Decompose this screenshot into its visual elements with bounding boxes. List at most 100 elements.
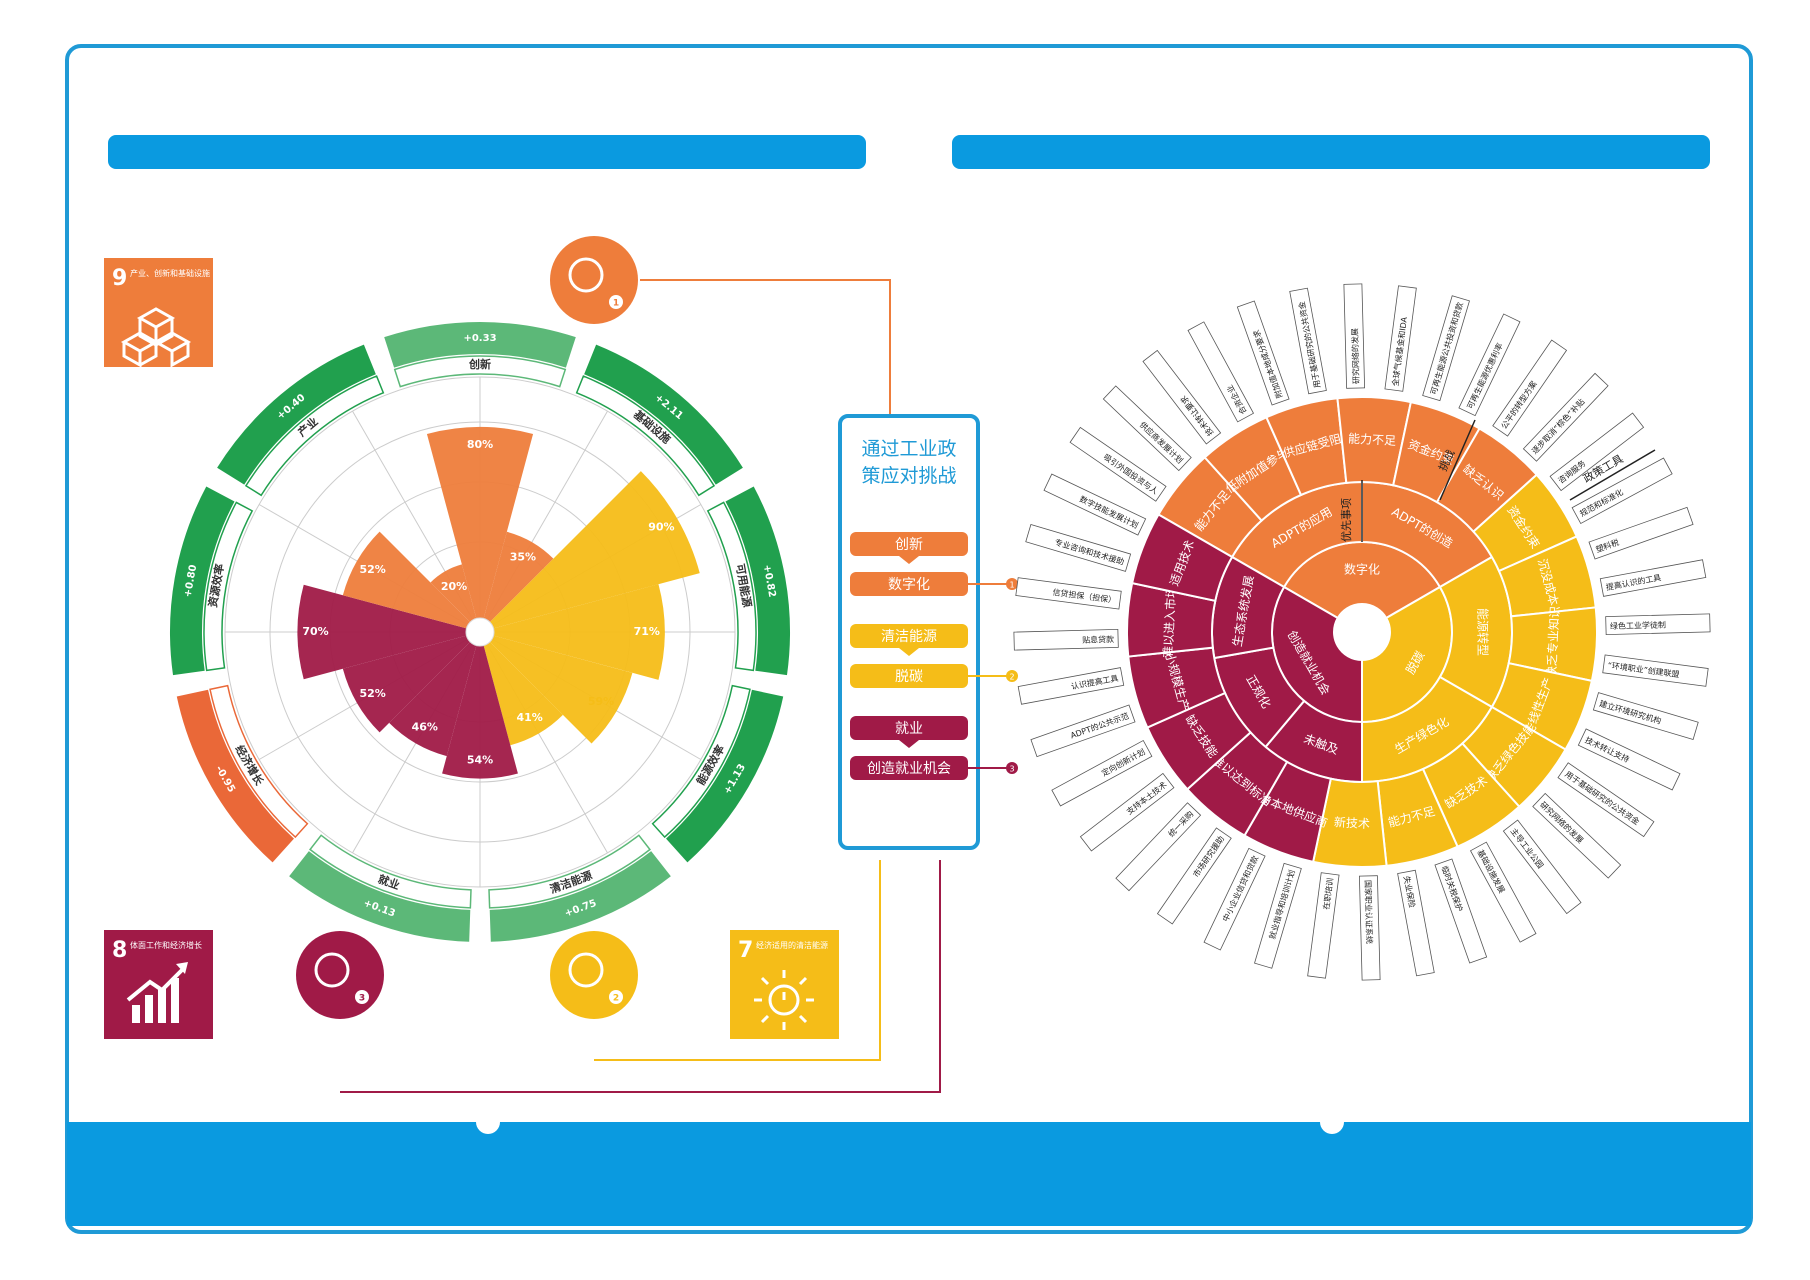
sunburst-middle-label: 能源转型 xyxy=(1476,608,1491,656)
policy-leaf-box xyxy=(1069,426,1167,502)
value-wedge xyxy=(389,632,480,757)
policy-leaf-box xyxy=(1307,872,1340,979)
policy-top-pill xyxy=(850,624,968,648)
policy-box-title-line2: 策应对挑战 xyxy=(861,465,956,487)
policy-bottom-label: 创造就业机会 xyxy=(867,761,951,777)
policy-leaf-box xyxy=(1254,862,1302,969)
policy-leaf-box xyxy=(1588,506,1694,560)
value-wedge xyxy=(480,584,665,680)
policy-top-label: 就业 xyxy=(895,721,923,737)
value-wedge xyxy=(342,531,480,632)
policy-leaf-label: 研究网络的发展 xyxy=(1350,328,1361,384)
policy-leaf-box xyxy=(1142,349,1222,445)
policy-leaf-box xyxy=(1557,762,1655,838)
sunburst-hub xyxy=(1336,606,1388,658)
policy-arrow xyxy=(899,648,919,656)
policy-leaf-box xyxy=(1025,524,1132,572)
policy-leaf-box xyxy=(1592,692,1699,740)
sdg8-title: 体面工作和经济增长 xyxy=(130,940,202,950)
wedge-value-label: 59% xyxy=(588,695,614,708)
policy-leaf-box xyxy=(1017,667,1125,705)
sun-power-icon xyxy=(754,970,814,1030)
policy-tool-arrow xyxy=(1569,449,1656,501)
policy-leaf: 国家职业认证系统 xyxy=(1358,875,1381,981)
ring-label-band xyxy=(244,375,385,497)
policy-leaf-box xyxy=(1358,875,1381,981)
wedge-value-label: 46% xyxy=(412,721,438,734)
ring-segment xyxy=(289,851,471,942)
policy-leaf-box xyxy=(1502,819,1582,915)
icon-number: 1 xyxy=(613,299,619,309)
left-radial-chart: 80% 35% 90% 71% 59% 41% 54% 46% 52% 70% 52% 20% 创新 +0… xyxy=(169,236,941,1093)
left-header-bar xyxy=(108,135,866,169)
policy-leaf-box xyxy=(1602,654,1709,687)
policy-leaf-box xyxy=(1013,628,1119,651)
policy-leaf: 信贷担保（担保） xyxy=(1015,577,1122,610)
sunburst-outer-label: 难以进入市场 xyxy=(1160,586,1179,659)
sdg9-tile: 9 产业、创新和基础设施 xyxy=(104,258,213,368)
value-wedge xyxy=(442,632,518,779)
worker-tools-icon xyxy=(296,931,384,1019)
ring-segment xyxy=(384,322,576,368)
sdg9-title: 产业、创新和基础设施 xyxy=(130,268,210,278)
policy-top-pill xyxy=(850,716,968,740)
wedge-value-label: 52% xyxy=(359,563,385,576)
policy-top-label: 清洁能源 xyxy=(881,629,937,645)
policy-leaf: 研究网络的发展 xyxy=(1343,283,1366,389)
ring-label-band xyxy=(706,501,757,672)
policy-leaf-box xyxy=(1203,847,1266,951)
policy-number-dot xyxy=(1006,578,1018,590)
wedge-value-label: 71% xyxy=(634,625,660,638)
value-wedge xyxy=(480,632,633,744)
sunburst-inner-label: 数字化 xyxy=(1344,562,1380,577)
policy-leaf-box xyxy=(1236,300,1290,406)
policy-leaf: 全球气候基金和IDA xyxy=(1384,285,1417,392)
policy-leaf: 合资企业 xyxy=(1187,321,1255,423)
challenge-arrow xyxy=(1439,419,1476,501)
policy-leaf-label: 在职培训 xyxy=(1321,877,1335,910)
policy-bottom-label: 脱碳 xyxy=(895,669,923,685)
policy-leaf-box xyxy=(1458,313,1521,417)
policy-leaf-box xyxy=(1043,473,1147,536)
cubes-icon xyxy=(120,307,192,368)
right-sunburst-chart: 数字化脱碳创造就业机会ADPT的创造ADPT的应用能源转型生产绿色化未触及正规化… xyxy=(1013,283,1711,981)
policy-number: 3 xyxy=(1009,765,1014,774)
policy-arrow xyxy=(899,556,919,564)
policy-leaf: 绿色工业学徒制 xyxy=(1605,613,1711,636)
policy-leaf-box xyxy=(1434,858,1488,964)
policy-number-dot xyxy=(1006,762,1018,774)
ring-label-band xyxy=(203,501,254,672)
policy-bottom-pill xyxy=(850,664,968,688)
policy-top-label: 创新 xyxy=(895,537,923,553)
sunburst-outer-label: 新技术 xyxy=(1334,814,1371,831)
ring-segment xyxy=(489,851,671,942)
policy-leaf: 塑料税 xyxy=(1588,506,1694,560)
ring-segment xyxy=(666,689,784,863)
policy-number: 2 xyxy=(1009,673,1014,682)
lightbulb-icon xyxy=(550,236,638,324)
sdg7-title: 经济适用的清洁能源 xyxy=(756,940,828,950)
value-wedge xyxy=(297,584,480,680)
ring-segment xyxy=(169,486,235,676)
wedge-value-label: 70% xyxy=(302,625,328,638)
policy-leaf-box xyxy=(1577,728,1681,791)
policy-leaf: 用于基础研究的公共资金 xyxy=(1289,287,1327,395)
sdg7-number: 7 xyxy=(738,938,753,963)
ring-segment xyxy=(217,344,376,485)
policy-leaf-box xyxy=(1549,412,1645,492)
policy-leaf-box xyxy=(1571,457,1673,525)
footer-notch-left xyxy=(476,1110,500,1134)
policy-bottom-pill xyxy=(850,572,968,596)
policy-leaf-box xyxy=(1015,577,1122,610)
policy-leaf-box xyxy=(1422,295,1470,402)
policy-leaf-label: 贴息贷款 xyxy=(1082,634,1114,645)
sunburst-outer-label: 能力不足 xyxy=(1348,432,1397,448)
sdg8-number: 8 xyxy=(112,938,127,963)
value-wedge xyxy=(480,632,563,746)
lightbulb-icon-glyph xyxy=(568,257,604,293)
policy-leaf-box xyxy=(1343,283,1366,389)
ring-segment xyxy=(176,689,294,863)
policy-leaf-box xyxy=(1079,772,1175,852)
